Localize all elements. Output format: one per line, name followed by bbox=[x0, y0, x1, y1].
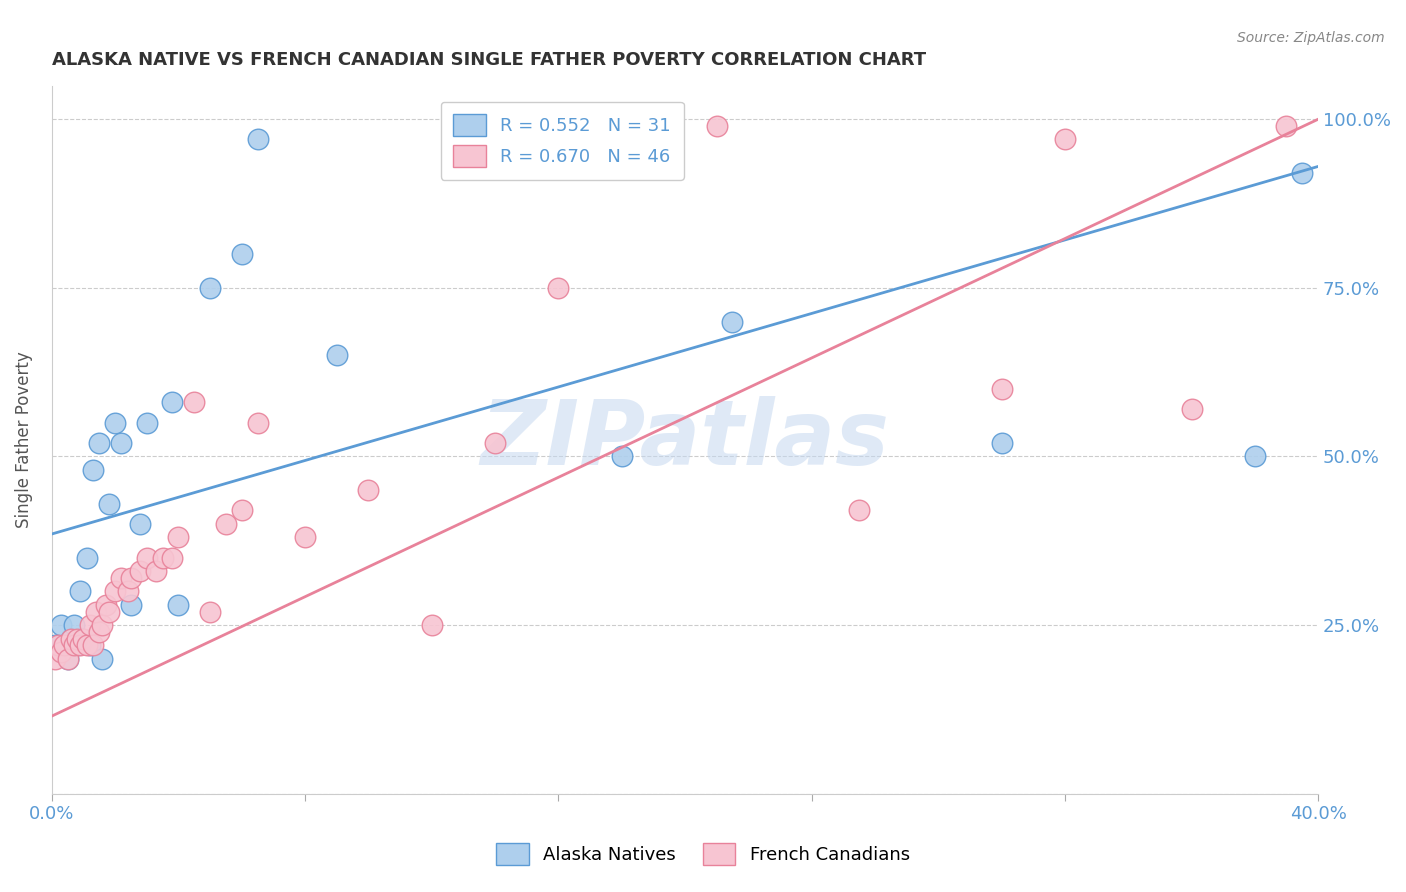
Point bbox=[357, 483, 380, 498]
Text: ALASKA NATIVE VS FRENCH CANADIAN SINGLE FATHER POVERTY CORRELATION CHART: ALASKA NATIVE VS FRENCH CANADIAN SINGLE … bbox=[52, 51, 927, 69]
Point bbox=[82, 463, 104, 477]
Point bbox=[1243, 450, 1265, 464]
Point bbox=[59, 632, 82, 646]
Point bbox=[51, 645, 73, 659]
Point bbox=[231, 247, 253, 261]
Point bbox=[104, 584, 127, 599]
Point bbox=[84, 605, 107, 619]
Point bbox=[325, 348, 347, 362]
Text: Source: ZipAtlas.com: Source: ZipAtlas.com bbox=[1237, 31, 1385, 45]
Point bbox=[56, 652, 79, 666]
Point bbox=[76, 638, 98, 652]
Point bbox=[848, 503, 870, 517]
Point bbox=[66, 638, 89, 652]
Point bbox=[89, 624, 111, 639]
Point bbox=[79, 618, 101, 632]
Point bbox=[110, 571, 132, 585]
Point bbox=[53, 638, 76, 652]
Point bbox=[246, 416, 269, 430]
Point bbox=[91, 618, 114, 632]
Point bbox=[129, 564, 152, 578]
Point bbox=[120, 571, 142, 585]
Point bbox=[643, 119, 665, 133]
Point bbox=[183, 395, 205, 409]
Point bbox=[1053, 132, 1076, 146]
Point bbox=[160, 395, 183, 409]
Point bbox=[97, 497, 120, 511]
Point bbox=[1291, 166, 1313, 180]
Point bbox=[610, 450, 633, 464]
Point bbox=[120, 598, 142, 612]
Point bbox=[59, 632, 82, 646]
Point bbox=[1275, 119, 1298, 133]
Point bbox=[82, 638, 104, 652]
Point bbox=[89, 436, 111, 450]
Point bbox=[72, 632, 94, 646]
Point bbox=[135, 416, 157, 430]
Point bbox=[79, 638, 101, 652]
Point bbox=[117, 584, 139, 599]
Point bbox=[44, 638, 66, 652]
Point bbox=[135, 550, 157, 565]
Point bbox=[990, 436, 1012, 450]
Point bbox=[51, 618, 73, 632]
Point bbox=[167, 598, 190, 612]
Point bbox=[294, 530, 316, 544]
Point bbox=[72, 632, 94, 646]
Point bbox=[53, 638, 76, 652]
Legend: R = 0.552   N = 31, R = 0.670   N = 46: R = 0.552 N = 31, R = 0.670 N = 46 bbox=[440, 102, 683, 180]
Point bbox=[91, 652, 114, 666]
Point bbox=[63, 618, 86, 632]
Point bbox=[69, 584, 91, 599]
Point bbox=[63, 638, 86, 652]
Y-axis label: Single Father Poverty: Single Father Poverty bbox=[15, 351, 32, 528]
Point bbox=[198, 281, 221, 295]
Point bbox=[110, 436, 132, 450]
Point bbox=[152, 550, 174, 565]
Point bbox=[706, 119, 728, 133]
Point bbox=[484, 436, 506, 450]
Point bbox=[231, 503, 253, 517]
Text: ZIPatlas: ZIPatlas bbox=[481, 395, 890, 483]
Point bbox=[69, 638, 91, 652]
Point bbox=[215, 516, 238, 531]
Point bbox=[97, 605, 120, 619]
Point bbox=[44, 652, 66, 666]
Point bbox=[1180, 402, 1202, 417]
Point bbox=[76, 550, 98, 565]
Point bbox=[721, 315, 744, 329]
Point bbox=[66, 632, 89, 646]
Point bbox=[595, 119, 617, 133]
Point bbox=[990, 382, 1012, 396]
Point bbox=[420, 618, 443, 632]
Point bbox=[46, 638, 69, 652]
Point bbox=[246, 132, 269, 146]
Point bbox=[104, 416, 127, 430]
Point bbox=[198, 605, 221, 619]
Point bbox=[547, 281, 569, 295]
Point bbox=[56, 652, 79, 666]
Point bbox=[129, 516, 152, 531]
Legend: Alaska Natives, French Canadians: Alaska Natives, French Canadians bbox=[485, 832, 921, 876]
Point bbox=[145, 564, 167, 578]
Point bbox=[94, 598, 117, 612]
Point bbox=[160, 550, 183, 565]
Point bbox=[167, 530, 190, 544]
